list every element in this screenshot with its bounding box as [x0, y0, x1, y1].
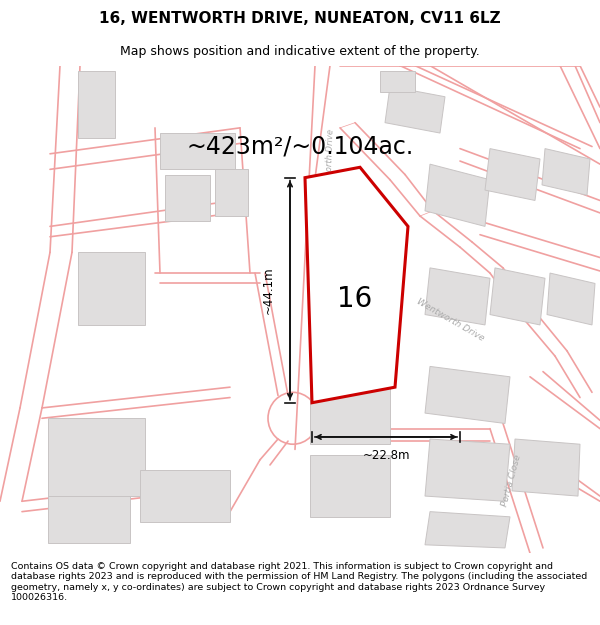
Text: 16, WENTWORTH DRIVE, NUNEATON, CV11 6LZ: 16, WENTWORTH DRIVE, NUNEATON, CV11 6LZ: [99, 11, 501, 26]
Text: ~22.8m: ~22.8m: [362, 449, 410, 462]
Polygon shape: [547, 273, 595, 325]
Polygon shape: [78, 71, 115, 138]
Text: 16: 16: [337, 285, 373, 313]
Text: Map shows position and indicative extent of the property.: Map shows position and indicative extent…: [120, 45, 480, 58]
Polygon shape: [380, 71, 415, 91]
Text: Contains OS data © Crown copyright and database right 2021. This information is : Contains OS data © Crown copyright and d…: [11, 562, 587, 602]
Polygon shape: [215, 169, 248, 216]
Polygon shape: [425, 366, 510, 424]
Polygon shape: [425, 164, 490, 226]
Polygon shape: [305, 168, 408, 402]
Polygon shape: [310, 387, 390, 444]
Polygon shape: [425, 439, 510, 501]
Polygon shape: [425, 268, 490, 325]
Polygon shape: [140, 470, 230, 522]
Text: ~44.1m: ~44.1m: [262, 266, 275, 314]
Polygon shape: [310, 454, 390, 517]
Text: Wentworth Drive: Wentworth Drive: [415, 297, 485, 343]
Text: Wentworth Drive: Wentworth Drive: [324, 129, 336, 200]
Polygon shape: [48, 418, 145, 496]
Polygon shape: [485, 149, 540, 201]
Polygon shape: [78, 253, 145, 325]
Polygon shape: [385, 86, 445, 133]
Polygon shape: [48, 496, 130, 542]
Polygon shape: [310, 221, 385, 289]
Polygon shape: [165, 174, 210, 221]
Polygon shape: [160, 133, 235, 169]
Polygon shape: [512, 439, 580, 496]
Polygon shape: [542, 149, 590, 195]
Text: Portia Close: Portia Close: [501, 454, 523, 508]
Text: ~423m²/~0.104ac.: ~423m²/~0.104ac.: [187, 134, 413, 159]
Polygon shape: [490, 268, 545, 325]
Polygon shape: [425, 512, 510, 548]
